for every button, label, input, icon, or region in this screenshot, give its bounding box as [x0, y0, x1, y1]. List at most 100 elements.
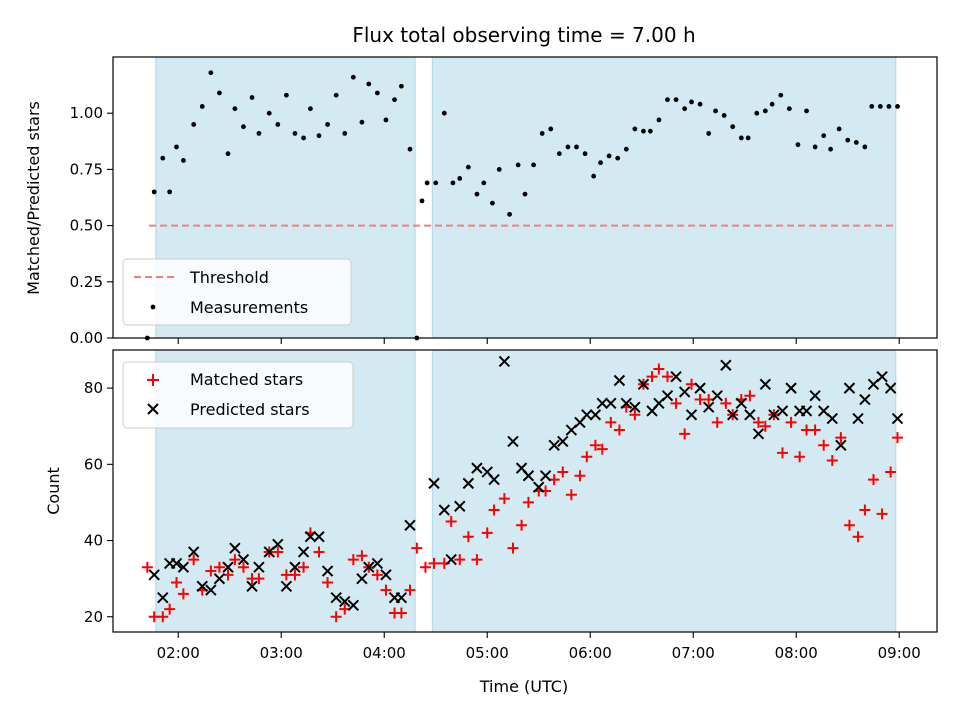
measurement-point: [548, 126, 554, 132]
measurement-point: [632, 126, 638, 132]
measurement-point: [225, 151, 231, 157]
measurement-point: [249, 95, 255, 100]
matched-star-point: [744, 390, 756, 402]
predicted-star-point: [581, 409, 593, 421]
matched-star-point: [272, 546, 284, 558]
predicted-star-point: [557, 435, 569, 448]
y-tick-label: 0.75: [70, 160, 103, 178]
predicted-star-point: [711, 390, 723, 402]
predicted-star-point: [237, 553, 250, 566]
predicted-star-point: [876, 370, 888, 383]
measurement-point: [433, 180, 439, 186]
predicted-star-point: [629, 401, 641, 413]
measurement-point: [623, 146, 629, 152]
matched-star-point: [557, 466, 569, 478]
matched-star-point: [565, 489, 577, 501]
measurement-point: [180, 158, 186, 163]
measurement-point: [689, 99, 694, 105]
measurement-point: [565, 144, 571, 150]
predicted-star-point: [253, 561, 265, 573]
measurement-point: [804, 108, 809, 114]
count-y-axis: 20 40 60 80: [84, 379, 113, 626]
matched-star-point: [313, 546, 325, 558]
measurement-point: [366, 81, 372, 87]
measurement-point: [730, 124, 736, 130]
measurement-point: [507, 211, 512, 217]
measurement-point: [191, 122, 197, 127]
measurement-legend-swatch: [150, 304, 156, 310]
matched-legend-label: Matched stars: [190, 370, 303, 389]
measurement-point: [665, 97, 670, 103]
measurement-point: [738, 135, 744, 141]
predicted-star-point: [843, 382, 856, 394]
measurement-point: [199, 104, 205, 109]
matched-star-point: [229, 554, 241, 566]
measurement-point: [342, 131, 348, 136]
predicted-star-point: [297, 546, 310, 558]
matched-legend-swatch: [147, 374, 159, 386]
matched-star-point: [711, 416, 723, 428]
ratio-plot-frame: [112, 56, 938, 339]
predicted-star-point: [363, 561, 375, 573]
predicted-star-point: [613, 374, 626, 387]
predicted-star-point: [380, 569, 392, 581]
predicted-star-point: [454, 500, 466, 512]
measurement-point: [778, 92, 784, 98]
measurement-point: [256, 131, 262, 136]
shaded-interval: [431, 349, 897, 633]
measurement-point: [325, 122, 330, 127]
matched-star-point: [371, 569, 383, 581]
measurement-point: [160, 155, 166, 161]
y-tick-label: 60: [84, 455, 103, 473]
matched-star-point: [892, 432, 904, 444]
measurement-point: [697, 101, 703, 107]
matched-star-point: [852, 531, 864, 543]
measurement-point: [441, 110, 447, 116]
measurement-point: [869, 104, 875, 109]
measurement-point: [232, 106, 238, 112]
predicted-star-point: [852, 412, 864, 425]
measurement-point: [174, 144, 179, 150]
predicted-star-point: [304, 531, 317, 543]
x-tick-label: 04:00: [363, 644, 406, 662]
legend-box: [122, 258, 352, 326]
predicted-star-point: [330, 591, 342, 604]
measurement-point: [283, 92, 289, 98]
predicted-star-point: [620, 397, 632, 410]
matched-star-point: [522, 496, 534, 508]
measurement-point: [374, 90, 380, 96]
measurement-point: [515, 162, 521, 168]
matched-star-point: [507, 542, 519, 554]
measurement-point: [682, 106, 688, 112]
predicted-star-point: [445, 553, 457, 566]
measurement-point: [656, 117, 662, 123]
matched-star-point: [596, 443, 608, 455]
predicted-star-point: [157, 591, 169, 604]
matched-star-point: [298, 561, 310, 573]
predicted-star-point: [187, 546, 200, 558]
measurement-point: [641, 128, 646, 134]
x-axis-label: Time (UTC): [479, 677, 568, 696]
matched-star-point: [141, 561, 153, 573]
matched-star-point: [574, 470, 586, 482]
y-tick-label: 0.00: [70, 329, 103, 347]
measurement-point: [706, 131, 712, 136]
predicted-star-point: [177, 561, 190, 573]
y-tick-label: 20: [84, 608, 103, 626]
measurement-point: [424, 180, 430, 186]
measurement-point: [754, 110, 760, 116]
figure-title: Flux total observing time = 7.00 h: [352, 23, 695, 47]
matched-star-point: [843, 519, 855, 531]
matched-star-point: [289, 569, 301, 581]
matched-star-point: [380, 584, 392, 596]
matched-star-point: [157, 611, 169, 623]
measurement-point: [862, 144, 868, 150]
matched-star-point: [395, 607, 407, 619]
predicted-star-point: [589, 409, 602, 421]
measurement-point: [457, 175, 463, 181]
measurement-point: [308, 106, 313, 112]
y-tick-label: 0.50: [70, 217, 103, 235]
matched-star-point: [661, 371, 673, 383]
matched-star-point: [826, 455, 838, 467]
